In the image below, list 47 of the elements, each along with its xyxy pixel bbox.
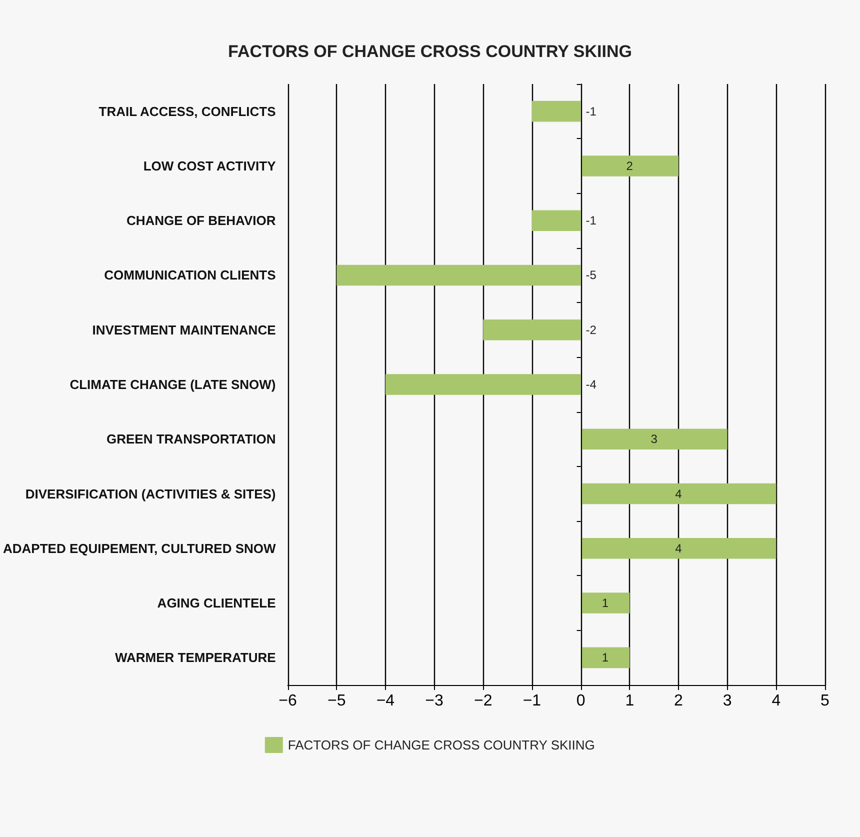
chart-title: FACTORS OF CHANGE CROSS COUNTRY SKIING [228,42,632,61]
y-tick-label: WARMER TEMPERATURE [114,650,276,666]
x-tick-label: 1 [625,692,634,710]
x-tick-label: −5 [327,692,346,710]
data-label: -1 [586,104,597,118]
y-tick-label: INVESTMENT MAINTENANCE [92,322,276,338]
bar [580,156,678,176]
bar [532,100,581,122]
bar [483,319,581,340]
y-tick-label: COMMUNICATION CLIENTS [104,268,276,283]
data-label: -4 [586,378,597,392]
y-tick-label: LOW COST ACTIVITY [143,158,276,174]
legend-label: FACTORS OF CHANGE CROSS COUNTRY SKIING [288,738,595,752]
y-tick-label: AGING CLIENTELE [157,596,276,611]
bar [580,538,776,559]
data-label: 4 [675,541,682,556]
data-label: -2 [586,322,597,337]
data-label: 1 [602,596,609,610]
y-tick-label: CHANGE OF BEHAVIOR [126,213,276,228]
x-tick-label: 2 [674,692,684,710]
x-tick-label: −1 [522,692,542,710]
x-tick-label: −4 [376,692,395,710]
y-tick-label: DIVERSIFICATION (ACTIVITIES & SITES) [25,486,276,502]
y-tick-label: CLIMATE CHANGE (LATE SNOW) [70,377,276,392]
x-tick-label: 0 [576,692,586,710]
y-tick-label: GREEN TRANSPORTATION [106,432,276,447]
data-label: 4 [675,486,682,501]
x-tick-label: −2 [474,692,492,710]
data-label: 1 [602,650,609,665]
y-tick-label: TRAIL ACCESS, CONFLICTS [98,104,276,119]
x-tick-label: −3 [425,692,444,710]
x-tick-label: 5 [820,692,830,710]
data-label: -1 [586,214,597,228]
x-tick-label: 3 [722,692,732,710]
bar [336,264,581,286]
bar [580,592,630,614]
data-label: 3 [650,432,658,446]
y-tick-label: ADAPTED EQUIPEMENT, CULTURED SNOW [3,540,276,556]
x-tick-label: −6 [278,692,297,710]
bar [580,483,776,504]
bar [580,428,728,450]
data-label: 2 [626,158,634,173]
bar [532,210,581,231]
bar [385,374,581,395]
data-label: -5 [586,268,597,282]
bar [580,647,630,668]
x-tick-label: 4 [772,692,781,710]
